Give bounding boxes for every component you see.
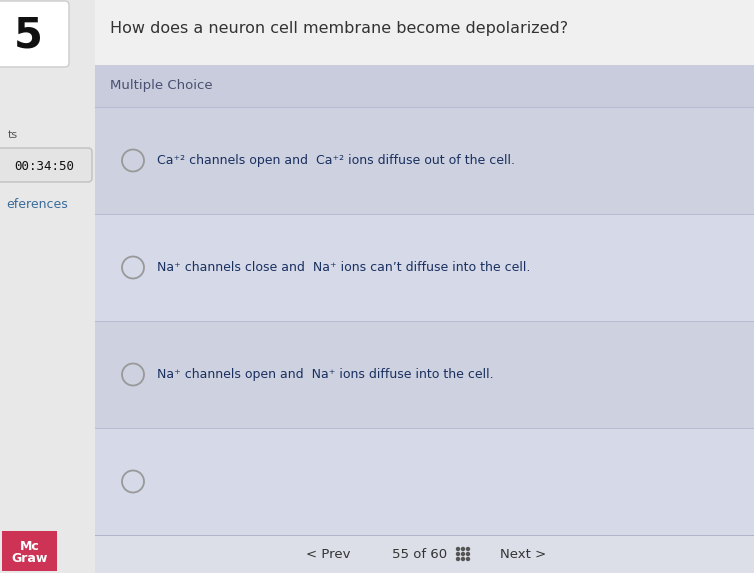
Text: Graw: Graw (11, 551, 48, 564)
FancyBboxPatch shape (95, 321, 754, 428)
FancyBboxPatch shape (95, 535, 754, 573)
Text: Na⁺ channels close and  Na⁺ ions can’t diffuse into the cell.: Na⁺ channels close and Na⁺ ions can’t di… (157, 261, 530, 274)
Circle shape (467, 547, 470, 551)
Text: < Prev: < Prev (305, 547, 350, 560)
Text: eferences: eferences (6, 198, 68, 211)
FancyBboxPatch shape (95, 0, 754, 65)
Circle shape (456, 547, 459, 551)
FancyBboxPatch shape (95, 214, 754, 321)
Circle shape (467, 558, 470, 560)
FancyBboxPatch shape (0, 0, 95, 573)
FancyBboxPatch shape (2, 531, 57, 571)
Text: 00:34:50: 00:34:50 (14, 159, 74, 172)
Circle shape (456, 552, 459, 555)
Text: Multiple Choice: Multiple Choice (110, 80, 213, 92)
FancyBboxPatch shape (0, 148, 92, 182)
Circle shape (467, 552, 470, 555)
Text: Na⁺ channels open and  Na⁺ ions diffuse into the cell.: Na⁺ channels open and Na⁺ ions diffuse i… (157, 368, 494, 381)
Circle shape (461, 547, 464, 551)
Circle shape (461, 558, 464, 560)
FancyBboxPatch shape (95, 65, 754, 573)
FancyBboxPatch shape (95, 428, 754, 535)
Text: 55 of 60: 55 of 60 (392, 547, 448, 560)
Text: Next >: Next > (500, 547, 546, 560)
FancyBboxPatch shape (95, 107, 754, 214)
FancyBboxPatch shape (0, 1, 69, 67)
Text: How does a neuron cell membrane become depolarized?: How does a neuron cell membrane become d… (110, 21, 568, 36)
Circle shape (461, 552, 464, 555)
Text: Mc: Mc (20, 540, 39, 552)
FancyBboxPatch shape (95, 65, 754, 107)
Text: 5: 5 (14, 15, 42, 57)
Text: Ca⁺² channels open and  Ca⁺² ions diffuse out of the cell.: Ca⁺² channels open and Ca⁺² ions diffuse… (157, 154, 515, 167)
Circle shape (456, 558, 459, 560)
Text: ts: ts (8, 130, 18, 140)
